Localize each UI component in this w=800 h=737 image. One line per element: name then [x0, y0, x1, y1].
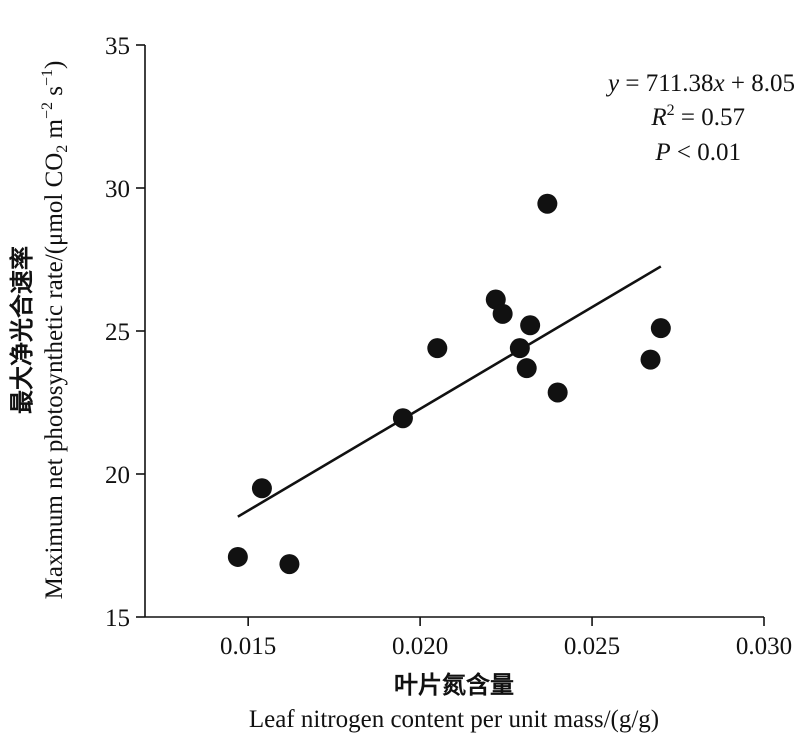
y-tick-label: 25 [105, 319, 130, 346]
x-axis-title-cn: 叶片氮含量 [394, 671, 514, 699]
data-point [520, 315, 541, 336]
r-squared-text: R2 = 0.57 [650, 102, 745, 131]
data-points [227, 193, 671, 575]
p-value-text: P < 0.01 [654, 139, 741, 166]
data-point [537, 193, 558, 214]
x-tick-label: 0.030 [736, 633, 792, 660]
data-point [492, 303, 513, 324]
regression-line [237, 265, 662, 518]
data-point [640, 349, 661, 370]
data-point [509, 338, 530, 359]
y-axis-title-cn: 最大净光合速率 [8, 246, 36, 414]
x-tick-label: 0.015 [220, 633, 276, 660]
data-point [547, 382, 568, 403]
data-point [227, 546, 248, 567]
equation-text: y = 711.38x + 8.05 [605, 70, 795, 97]
data-point [279, 554, 300, 575]
y-tick-label: 15 [105, 605, 130, 632]
x-tick-label: 0.025 [564, 633, 620, 660]
y-tick-label: 30 [105, 176, 130, 203]
x-tick-label: 0.020 [392, 633, 448, 660]
y-tick-label: 20 [105, 462, 130, 489]
y-ticks: 15 20 25 30 35 [105, 33, 145, 632]
data-point [251, 478, 272, 499]
y-axis-title: Maximum net photosynthetic rate/(μmol CO… [39, 61, 71, 600]
data-point [650, 318, 671, 339]
y-tick-label: 35 [105, 33, 130, 60]
x-axis-title: Leaf nitrogen content per unit mass/(g/g… [249, 706, 659, 733]
data-point [392, 408, 413, 429]
data-point [427, 338, 448, 359]
regression-annotation: y = 711.38x + 8.05 R2 = 0.57 P < 0.01 [605, 70, 795, 166]
data-point [516, 358, 537, 379]
x-ticks: 0.015 0.020 0.025 0.030 [220, 617, 792, 660]
